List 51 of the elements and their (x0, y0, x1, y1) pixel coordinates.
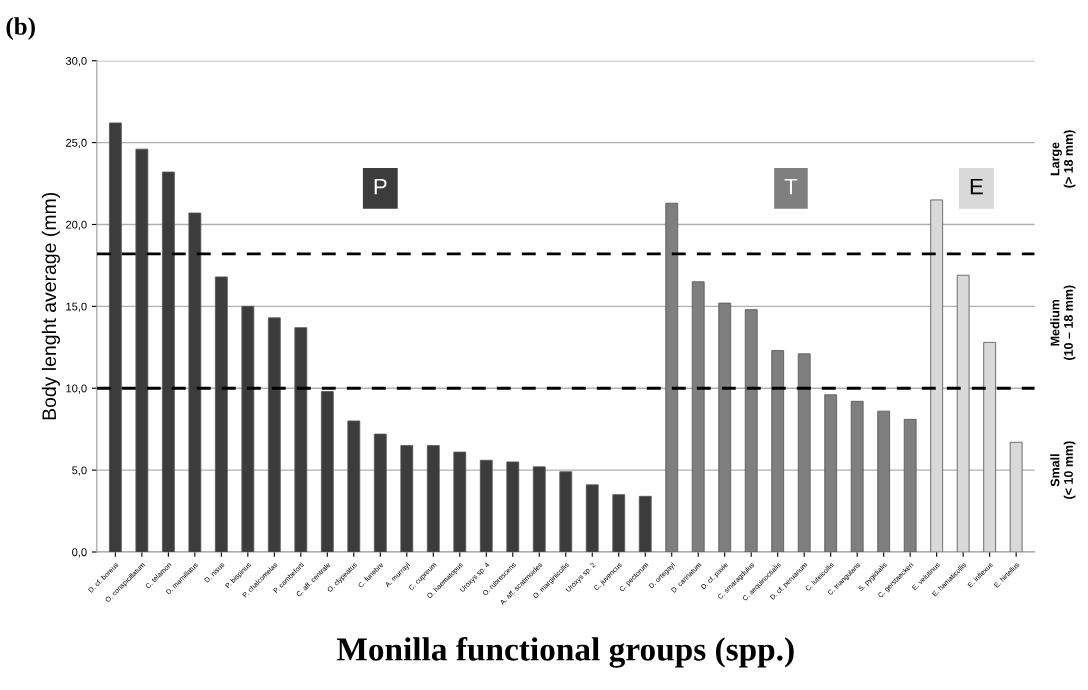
bar (930, 199, 944, 552)
bar (718, 302, 732, 552)
bar (161, 171, 175, 552)
bar (903, 418, 917, 552)
text: (b) (6, 17, 35, 40)
x-axis-title: Monilla functional groups (spp.) (336, 636, 794, 668)
y-tick-label: 10,0 (66, 384, 87, 394)
series-label: E (970, 178, 983, 195)
bar (559, 471, 573, 552)
bar (214, 276, 228, 552)
bar (612, 494, 626, 552)
bar (824, 394, 838, 552)
bar (877, 410, 891, 552)
text: Medium (10 – 18 mm) (1050, 285, 1076, 360)
bar (479, 459, 493, 552)
y-tick-label: 5,0 (72, 466, 87, 476)
y-axis-title: Body lenght average (mm) (41, 193, 60, 420)
bar (532, 466, 546, 552)
text: P (374, 178, 387, 195)
bar (373, 433, 387, 552)
bar (983, 341, 997, 552)
text: Small (< 10 mm) (1050, 441, 1076, 499)
bar (135, 148, 149, 552)
bar (1009, 441, 1023, 552)
bar (850, 400, 864, 552)
bar (797, 353, 811, 552)
y-tick-label: 25,0 (66, 138, 87, 149)
y-tick-label: 15,0 (66, 302, 87, 312)
y-tick-label: 30,0 (65, 56, 87, 67)
bar (241, 305, 255, 552)
bar (453, 451, 467, 552)
bar (320, 391, 334, 552)
bar (585, 484, 599, 552)
y-tick-label: 20,0 (66, 220, 87, 230)
bar (638, 495, 652, 552)
bar (771, 350, 785, 552)
bar (744, 309, 758, 552)
bar (956, 274, 970, 552)
bar (426, 445, 440, 552)
text: Large (> 18 mm) (1050, 130, 1076, 188)
bar (665, 202, 679, 552)
bar (109, 122, 122, 552)
bar (347, 420, 361, 552)
bar (506, 461, 520, 552)
bar (188, 212, 202, 552)
y-tick-label: 0,0 (72, 548, 87, 558)
bar (691, 281, 705, 552)
bar (267, 317, 281, 552)
text: T (784, 178, 798, 195)
bar (294, 327, 308, 552)
bar (400, 445, 414, 552)
